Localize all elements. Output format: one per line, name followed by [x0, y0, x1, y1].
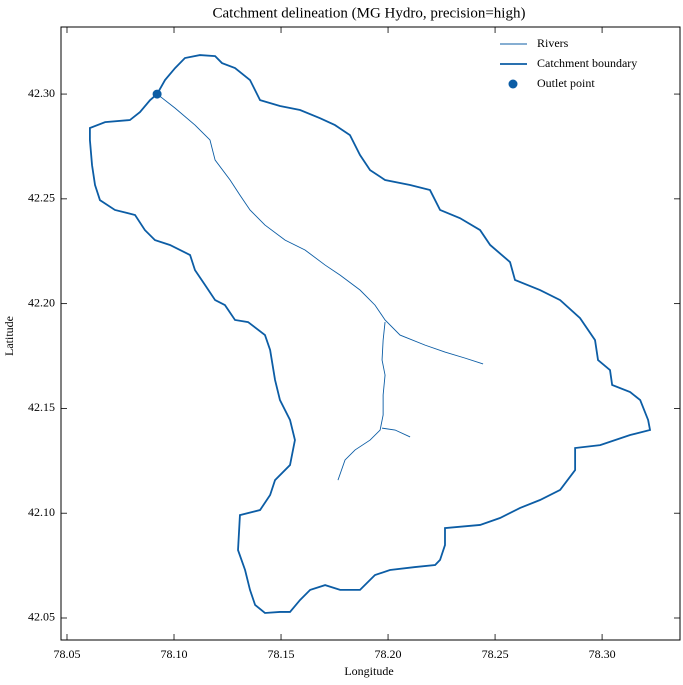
y-tick-label: 42.30 [28, 86, 55, 100]
y-tick-label: 42.10 [28, 505, 55, 519]
chart-title: Catchment delineation (MG Hydro, precisi… [213, 5, 526, 21]
catchment-boundary [89, 54, 652, 614]
legend-label: Outlet point [537, 76, 595, 90]
x-tick-label: 78.20 [375, 647, 402, 661]
y-tick-label: 42.25 [28, 191, 55, 205]
y-tick-label: 42.15 [28, 400, 55, 414]
x-tick-label: 78.05 [53, 647, 80, 661]
x-tick-label: 78.30 [589, 647, 616, 661]
plot-frame [60, 26, 681, 641]
x-tick-label: 78.15 [268, 647, 295, 661]
y-tick-label: 42.20 [28, 295, 55, 309]
outlet-point [152, 89, 162, 99]
legend-marker [508, 79, 518, 89]
y-tick-label: 42.05 [28, 610, 55, 624]
river-line [156, 93, 484, 481]
x-axis-label: Longitude [344, 664, 393, 678]
x-tick-label: 78.25 [482, 647, 509, 661]
legend-label: Rivers [537, 36, 569, 50]
y-axis-label: Latitude [2, 316, 16, 356]
x-tick-label: 78.10 [161, 647, 188, 661]
legend-label: Catchment boundary [537, 56, 637, 70]
